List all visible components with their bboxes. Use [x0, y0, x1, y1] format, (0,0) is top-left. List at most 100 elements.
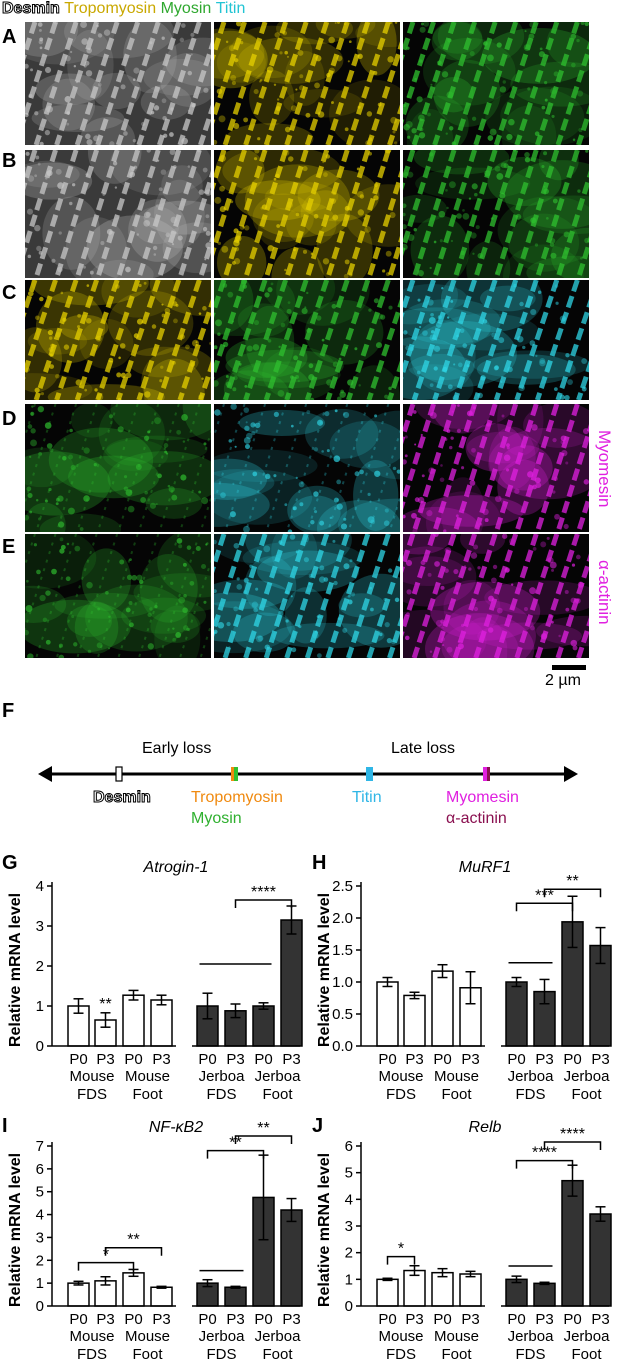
group-label: FDS: [207, 1086, 237, 1103]
y-axis-label: Relative mRNA level: [7, 893, 24, 1047]
timeline-myosin-label: Myosin: [191, 810, 242, 827]
timeline-myomesin-label: Myomesin: [446, 789, 519, 806]
y-tick-label: 3: [36, 1229, 44, 1246]
micrograph-myosin: [25, 404, 211, 532]
micrograph-myomesin: [403, 404, 589, 532]
timeline-desmin-label: Desmin: [93, 789, 152, 807]
bar: [122, 994, 145, 1047]
bar: [431, 970, 454, 1047]
chart-murf1: MuRF1 Relative mRNA level 0.0 0.5 1.0 1.5 2.0 2…: [316, 859, 612, 1103]
legend-tropomyosin: Tropomyosin: [64, 0, 157, 17]
x-tick-label: P0: [198, 1311, 216, 1328]
y-tick-label: 0: [36, 1038, 44, 1055]
channel-legend: Desmin Tropomyosin Myosin Titin: [2, 0, 246, 18]
micrograph-myosin: [214, 280, 400, 400]
y-tick-label: 6: [345, 1138, 353, 1155]
significance-stars: ****: [560, 1126, 585, 1143]
y-tick-label: 1: [36, 1275, 44, 1292]
bar: [376, 981, 399, 1047]
group-label: Jerboa: [564, 1068, 611, 1085]
x-tick-label: P3: [96, 1051, 114, 1068]
micrograph-tropomyosin: [214, 22, 400, 145]
x-tick-label: P3: [152, 1051, 170, 1068]
significance-bracket: [543, 888, 602, 898]
significance-stars: ****: [532, 1145, 557, 1162]
group-label: Jerboa: [199, 1068, 246, 1085]
x-tick-label: P3: [405, 1311, 423, 1328]
panel-label-a: A: [2, 26, 17, 48]
micrograph-myomesin: [403, 534, 589, 658]
group-label: Jerboa: [255, 1328, 302, 1345]
bar: [533, 1282, 556, 1307]
panel-label-d: D: [2, 408, 17, 430]
legend-desmin: Desmin: [2, 0, 61, 18]
group-label: Jerboa: [255, 1068, 302, 1085]
scale-bar-label: 2 µm: [545, 672, 581, 689]
x-tick-label: P3: [461, 1311, 479, 1328]
timeline-marker-myomesin: [483, 767, 487, 781]
chart-title: MuRF1: [459, 859, 511, 876]
significance-stars: ****: [251, 884, 276, 901]
bar: [150, 999, 173, 1047]
chart-atrogin-1: Atrogin-1 Relative mRNA level 0 1 2 3 4 P0 P3 P0 P…: [7, 859, 303, 1103]
significance-bracket: [515, 1159, 574, 1169]
significance-bracket: [104, 1246, 163, 1256]
micrograph-titin: [214, 404, 400, 532]
significance-stars: **: [566, 873, 578, 890]
micrograph-tropomyosin: [214, 150, 400, 278]
bar: [67, 1282, 90, 1307]
group-label: Foot: [262, 1346, 293, 1363]
panel-label-j: J: [312, 1115, 324, 1137]
group-label: Mouse: [69, 1328, 114, 1345]
y-axis-label: Relative mRNA level: [316, 893, 333, 1047]
group-label: Foot: [132, 1346, 163, 1363]
bar: [280, 1209, 303, 1307]
group-label: FDS: [207, 1346, 237, 1363]
group-label: FDS: [386, 1086, 416, 1103]
timeline-marker-desmin: [115, 766, 123, 782]
x-tick-label: P3: [535, 1051, 553, 1068]
y-axis-label: Relative mRNA level: [7, 1153, 24, 1307]
timeline-marker-myosin: [234, 767, 238, 781]
y-tick-label: 0.5: [332, 1006, 353, 1023]
y-tick-label: 4: [345, 1191, 353, 1208]
timeline-arrow-left: [38, 766, 52, 782]
x-tick-label: P3: [152, 1311, 170, 1328]
timeline-marker-titin: [366, 767, 373, 781]
y-tick-label: 5: [36, 1184, 44, 1201]
panel-label-g: G: [2, 852, 18, 874]
y-tick-label: 0.0: [332, 1038, 353, 1055]
timeline-early-label: Early loss: [142, 740, 212, 757]
y-tick-label: 4: [36, 878, 44, 895]
group-label: Mouse: [378, 1068, 423, 1085]
y-tick-label: 6: [36, 1161, 44, 1178]
x-tick-label: P0: [198, 1051, 216, 1068]
group-label: Jerboa: [564, 1328, 611, 1345]
micrograph-desmin: [25, 150, 211, 278]
bar: [122, 1272, 145, 1307]
timeline-titin-label: Titin: [352, 789, 382, 806]
bar: [252, 1005, 275, 1047]
bar: [403, 994, 426, 1047]
y-tick-label: 1: [345, 1271, 353, 1288]
panel-label-b: B: [2, 150, 17, 172]
y-tick-label: 7: [36, 1138, 44, 1155]
y-tick-label: 1: [36, 998, 44, 1015]
group-label: Jerboa: [199, 1328, 246, 1345]
x-tick-label: P0: [507, 1311, 525, 1328]
y-tick-label: 1.5: [332, 942, 353, 959]
y-tick-label: 0: [345, 1298, 353, 1315]
group-label: Mouse: [434, 1328, 479, 1345]
x-tick-label: P0: [254, 1311, 272, 1328]
scale-bar: [552, 665, 586, 670]
bar: [505, 981, 528, 1047]
x-tick-label: P3: [591, 1051, 609, 1068]
significance-stars: **: [127, 1232, 139, 1249]
bar: [280, 919, 303, 1047]
significance-bracket: [77, 1261, 135, 1271]
x-tick-label: P0: [124, 1311, 142, 1328]
y-tick-label: 3: [36, 918, 44, 935]
significance-bracket: [234, 899, 293, 908]
panel-label-c: C: [2, 282, 17, 304]
x-tick-label: P0: [433, 1051, 451, 1068]
